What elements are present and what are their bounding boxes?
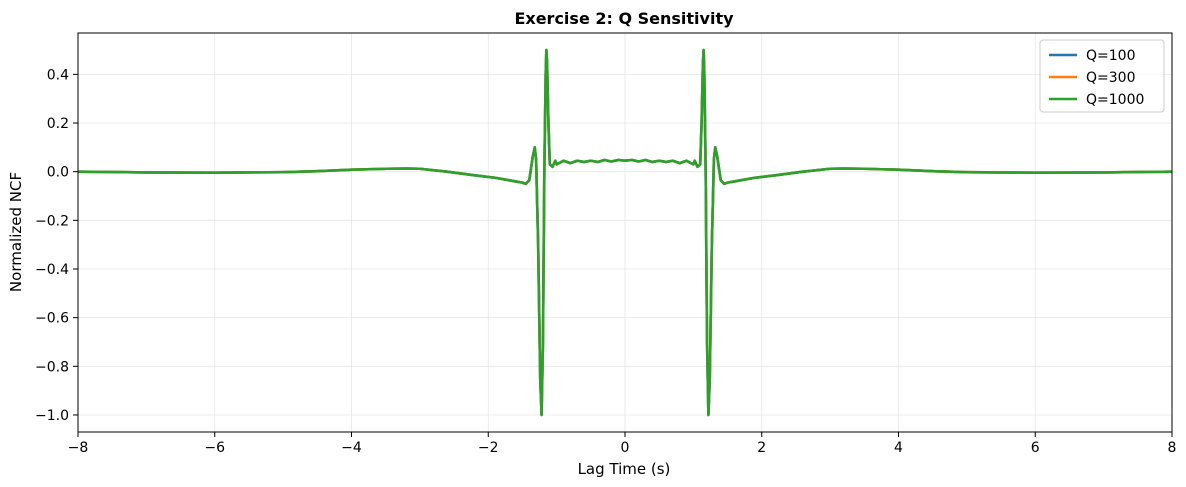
x-tick-label: 4 [894,440,903,456]
axis-ticks: −8 −6 −4 −2 0 2 4 6 8 −1.0 −0.8 −0.6 −0.4 −0.2 0.0 0.2 0… [35,67,1176,456]
y-tick-label: −0.6 [35,311,69,327]
x-tick-label: 0 [621,440,630,456]
legend-label: Q=300 [1086,70,1135,86]
series-layer [78,48,1172,417]
x-axis-title: Lag Time (s) [578,460,671,478]
x-tick-label: −4 [341,440,362,456]
x-tick-label: −8 [68,440,89,456]
chart-title: Exercise 2: Q Sensitivity [514,9,734,28]
y-tick-label: −0.2 [35,213,69,229]
y-tick-label: −0.4 [35,262,69,278]
x-tick-label: −2 [478,440,499,456]
y-tick-label: −1.0 [35,408,69,424]
grid-lines [77,33,1173,432]
y-axis-title: Normalized NCF [7,172,25,292]
series-line-q-1000 [78,48,1172,417]
y-tick-label: 0.0 [47,165,69,181]
legend: Q=100 Q=300 Q=1000 [1039,39,1165,113]
y-tick-label: 0.2 [47,116,69,132]
x-tick-label: −6 [204,440,225,456]
x-tick-label: 6 [1031,440,1040,456]
x-tick-label: 8 [1168,440,1177,456]
y-tick-label: 0.4 [47,67,69,83]
legend-label: Q=100 [1086,48,1135,64]
legend-label: Q=1000 [1086,92,1144,108]
x-tick-label: 2 [757,440,766,456]
y-tick-label: −0.8 [35,359,69,375]
legend-box [1039,39,1165,113]
